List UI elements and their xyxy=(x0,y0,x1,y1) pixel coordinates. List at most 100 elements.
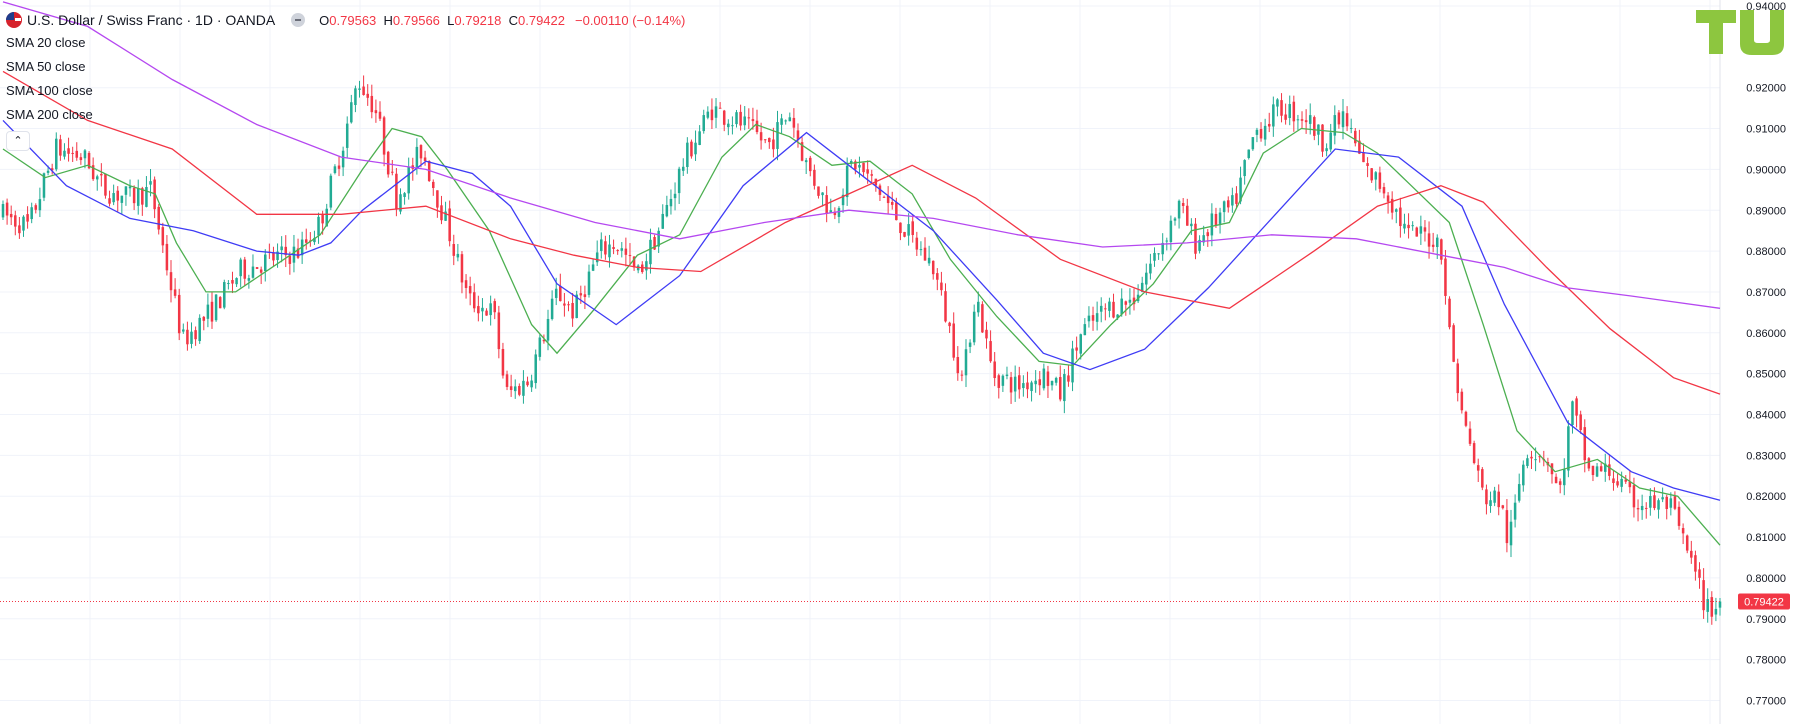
candle-body xyxy=(1386,195,1390,202)
candle xyxy=(1603,453,1607,482)
sma200-line[interactable] xyxy=(2,1,1721,309)
candle-body xyxy=(661,213,665,229)
candle xyxy=(71,146,74,163)
candle xyxy=(763,139,767,144)
candle xyxy=(34,203,38,214)
chart-legend: U.S. Dollar / Swiss Franc · 1D · OANDA O… xyxy=(6,9,685,151)
candle xyxy=(595,240,599,266)
candle-body xyxy=(243,259,247,279)
candle xyxy=(1181,198,1185,214)
sma50-line[interactable] xyxy=(2,119,1721,501)
candle-body xyxy=(1128,299,1132,303)
candle-body xyxy=(513,386,517,392)
candle-body xyxy=(1058,377,1062,400)
candle xyxy=(1370,168,1373,183)
candle xyxy=(304,228,308,250)
candle-body xyxy=(530,380,533,388)
candle xyxy=(1657,498,1660,519)
candle-body xyxy=(1243,160,1246,177)
candle xyxy=(354,85,357,113)
candle-body xyxy=(1374,172,1378,180)
candle xyxy=(1714,597,1718,622)
indicator-sma20[interactable]: SMA 20 close xyxy=(6,35,86,50)
candle-body xyxy=(1235,193,1238,204)
candle xyxy=(472,283,476,313)
candle xyxy=(1579,410,1582,434)
candle-body xyxy=(190,331,193,344)
indicator-sma200[interactable]: SMA 200 close xyxy=(6,107,93,122)
candle xyxy=(1661,487,1664,503)
candle xyxy=(1095,301,1099,331)
candle xyxy=(1222,200,1226,223)
candle xyxy=(1276,98,1279,117)
symbol-title[interactable]: U.S. Dollar / Swiss Franc · 1D · OANDA xyxy=(27,12,276,28)
candle-body xyxy=(362,86,365,95)
candle-body xyxy=(698,131,701,145)
last-price-label: 0.79422 xyxy=(1744,597,1784,609)
candle-body xyxy=(1411,225,1414,227)
candle-body xyxy=(1116,314,1119,318)
candle-body xyxy=(1251,137,1255,150)
candle-body xyxy=(1489,500,1492,507)
candle xyxy=(1718,597,1722,616)
candle xyxy=(1440,238,1443,265)
candle-body xyxy=(1153,252,1156,261)
y-tick-label: 0.87000 xyxy=(1746,287,1786,299)
candle-body xyxy=(1079,334,1082,354)
candle xyxy=(1186,198,1189,226)
candle xyxy=(1296,114,1300,130)
candle-body xyxy=(186,329,189,345)
candle-body xyxy=(1681,528,1685,534)
candle-body xyxy=(63,150,66,157)
candle xyxy=(1063,368,1066,414)
candle xyxy=(1587,457,1591,472)
candle-body xyxy=(1366,163,1369,166)
y-tick-label: 0.81000 xyxy=(1746,532,1786,544)
y-tick-label: 0.85000 xyxy=(1746,369,1786,381)
candle-body xyxy=(845,165,849,198)
sma100-line[interactable] xyxy=(2,70,1721,395)
candle-body xyxy=(46,170,50,173)
candle xyxy=(1005,366,1009,380)
hide-eye-icon[interactable] xyxy=(291,13,306,27)
candle xyxy=(1366,157,1369,178)
candle-body xyxy=(722,110,726,125)
candle xyxy=(1702,568,1705,619)
candle-body xyxy=(1591,465,1595,476)
candle xyxy=(26,206,29,229)
candle xyxy=(313,230,316,245)
indicator-sma50[interactable]: SMA 50 close xyxy=(6,59,86,74)
candle-body xyxy=(813,169,816,186)
candle-body xyxy=(1222,201,1226,213)
candle-body xyxy=(1382,187,1386,194)
collapse-legend-button[interactable]: ⌃ xyxy=(6,131,30,151)
candle-body xyxy=(821,192,824,196)
candle-body xyxy=(1460,391,1464,411)
sma20-line[interactable] xyxy=(2,123,1721,546)
candle-body xyxy=(501,348,505,376)
candle-body xyxy=(157,206,160,230)
candle xyxy=(1030,380,1033,402)
candle-body xyxy=(1099,305,1103,312)
candle-body xyxy=(751,119,755,122)
candle-body xyxy=(1255,129,1259,135)
candle-body xyxy=(1145,272,1148,285)
candle xyxy=(1423,220,1427,242)
candle-body xyxy=(1198,239,1201,251)
candle-body xyxy=(407,166,410,194)
candle-body xyxy=(1325,148,1328,152)
candle xyxy=(1083,318,1087,336)
candle xyxy=(550,290,554,321)
candle xyxy=(1329,123,1332,153)
candle xyxy=(899,222,902,241)
y-tick-label: 0.83000 xyxy=(1746,450,1786,462)
price-axis[interactable]: 0.940000.920000.910000.900000.890000.880… xyxy=(1746,1,1786,707)
candle xyxy=(694,130,697,161)
indicator-sma100[interactable]: SMA 100 close xyxy=(6,83,93,98)
candle xyxy=(804,157,808,175)
candle xyxy=(854,159,857,175)
candle xyxy=(1563,458,1566,496)
candle-body xyxy=(567,304,570,306)
candle-body xyxy=(464,280,468,289)
